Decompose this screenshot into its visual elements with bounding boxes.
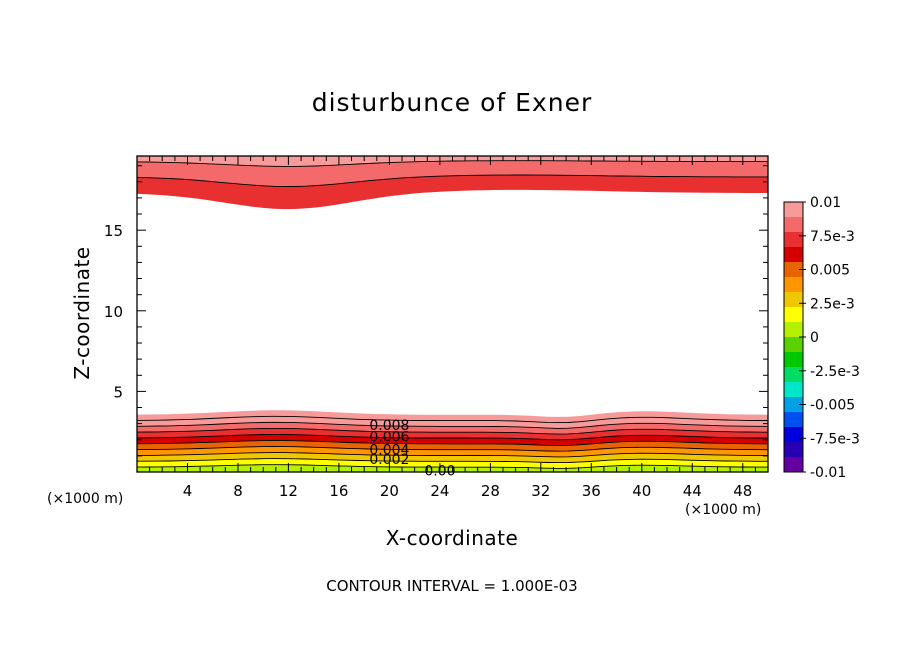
contour-line-bottom-1 [136,415,768,424]
colorbar-segment [784,382,803,398]
colorbar-segment [784,367,803,383]
colorbar-segment [784,217,803,233]
contour-fill-top-2 [137,156,768,167]
x-axis-unit-right: (×1000 m) [685,502,762,518]
colorbar-segment [784,352,803,368]
x-tick-label: 16 [329,482,348,500]
colorbar-segment [784,427,803,443]
colorbar-tick-label: 0.005 [810,263,850,279]
contour-line-bottom-2 [136,421,769,429]
colorbar-tick-label: 0 [810,330,819,346]
y-tick-label: 10 [104,303,123,321]
colorbar-segment [784,337,803,353]
x-axis-label: X-coordinate [385,526,519,550]
chart-title: disturbunce of Exner [311,88,593,117]
y-axis-label: Z-coordinate [70,246,94,380]
contour-line-bottom-6 [136,446,769,452]
colorbar-tick-label: -0.01 [810,465,846,481]
colorbar-tick-label: -2.5e-3 [810,364,860,380]
colorbar-segment [784,397,803,413]
contour-line-bottom-3 [136,427,769,435]
colorbar-segment [784,292,803,308]
x-tick-label: 12 [279,482,298,500]
x-tick-label: 32 [531,482,550,500]
contour-line-bottom-8 [137,458,768,464]
colorbar-tick-label: -0.005 [810,398,855,414]
contour-fill-layer [137,156,768,472]
y-tick-label: 15 [104,222,123,240]
contour-line-bottom-4 [136,433,768,441]
colorbar: 0.01 7.5e-3 0.005 2.5e-3 0 -2.5e-3 -0.005 -7.5e… [783,195,860,481]
x-tick-label: 36 [582,482,601,500]
contour-label: 0.008 [369,418,409,434]
contour-interval-note: CONTOUR INTERVAL = 1.000E-03 [326,577,578,595]
contour-label: 0.006 [369,430,409,446]
colorbar-segment [784,277,803,293]
colorbar-segment [784,262,803,278]
x-tick-label: 28 [481,482,500,500]
colorbar-segment [784,442,803,458]
contour-label: 0.002 [369,452,409,468]
contour-label: 0.00 [424,463,455,479]
x-tick-label: 8 [233,482,243,500]
contour-line-bottom-5 [136,440,768,446]
colorbar-tick-label: 2.5e-3 [810,296,855,312]
contour-label: 0.004 [369,442,409,458]
colorbar-segment [784,457,803,473]
colorbar-tick-label: 0.01 [810,195,841,211]
colorbar-segment [784,202,803,218]
x-tick-label: 4 [183,482,193,500]
x-tick-label: 40 [632,482,651,500]
colorbar-tick-label: 7.5e-3 [810,229,855,245]
x-tick-label: 24 [430,482,449,500]
colorbar-tick-label: -7.5e-3 [810,431,860,447]
x-axis-unit-left: (×1000 m) [47,491,124,507]
contour-line-bottom-7 [137,452,769,458]
contour-line-top-1 [136,174,768,187]
x-tick-label: 48 [733,482,752,500]
x-tick-label: 20 [380,482,399,500]
colorbar-segment [784,412,803,428]
y-tick-label: 5 [113,383,123,401]
colorbar-segment [784,232,803,248]
colorbar-segment [784,247,803,263]
colorbar-segment [784,307,803,323]
colorbar-segment [784,322,803,338]
x-tick-label: 44 [683,482,702,500]
